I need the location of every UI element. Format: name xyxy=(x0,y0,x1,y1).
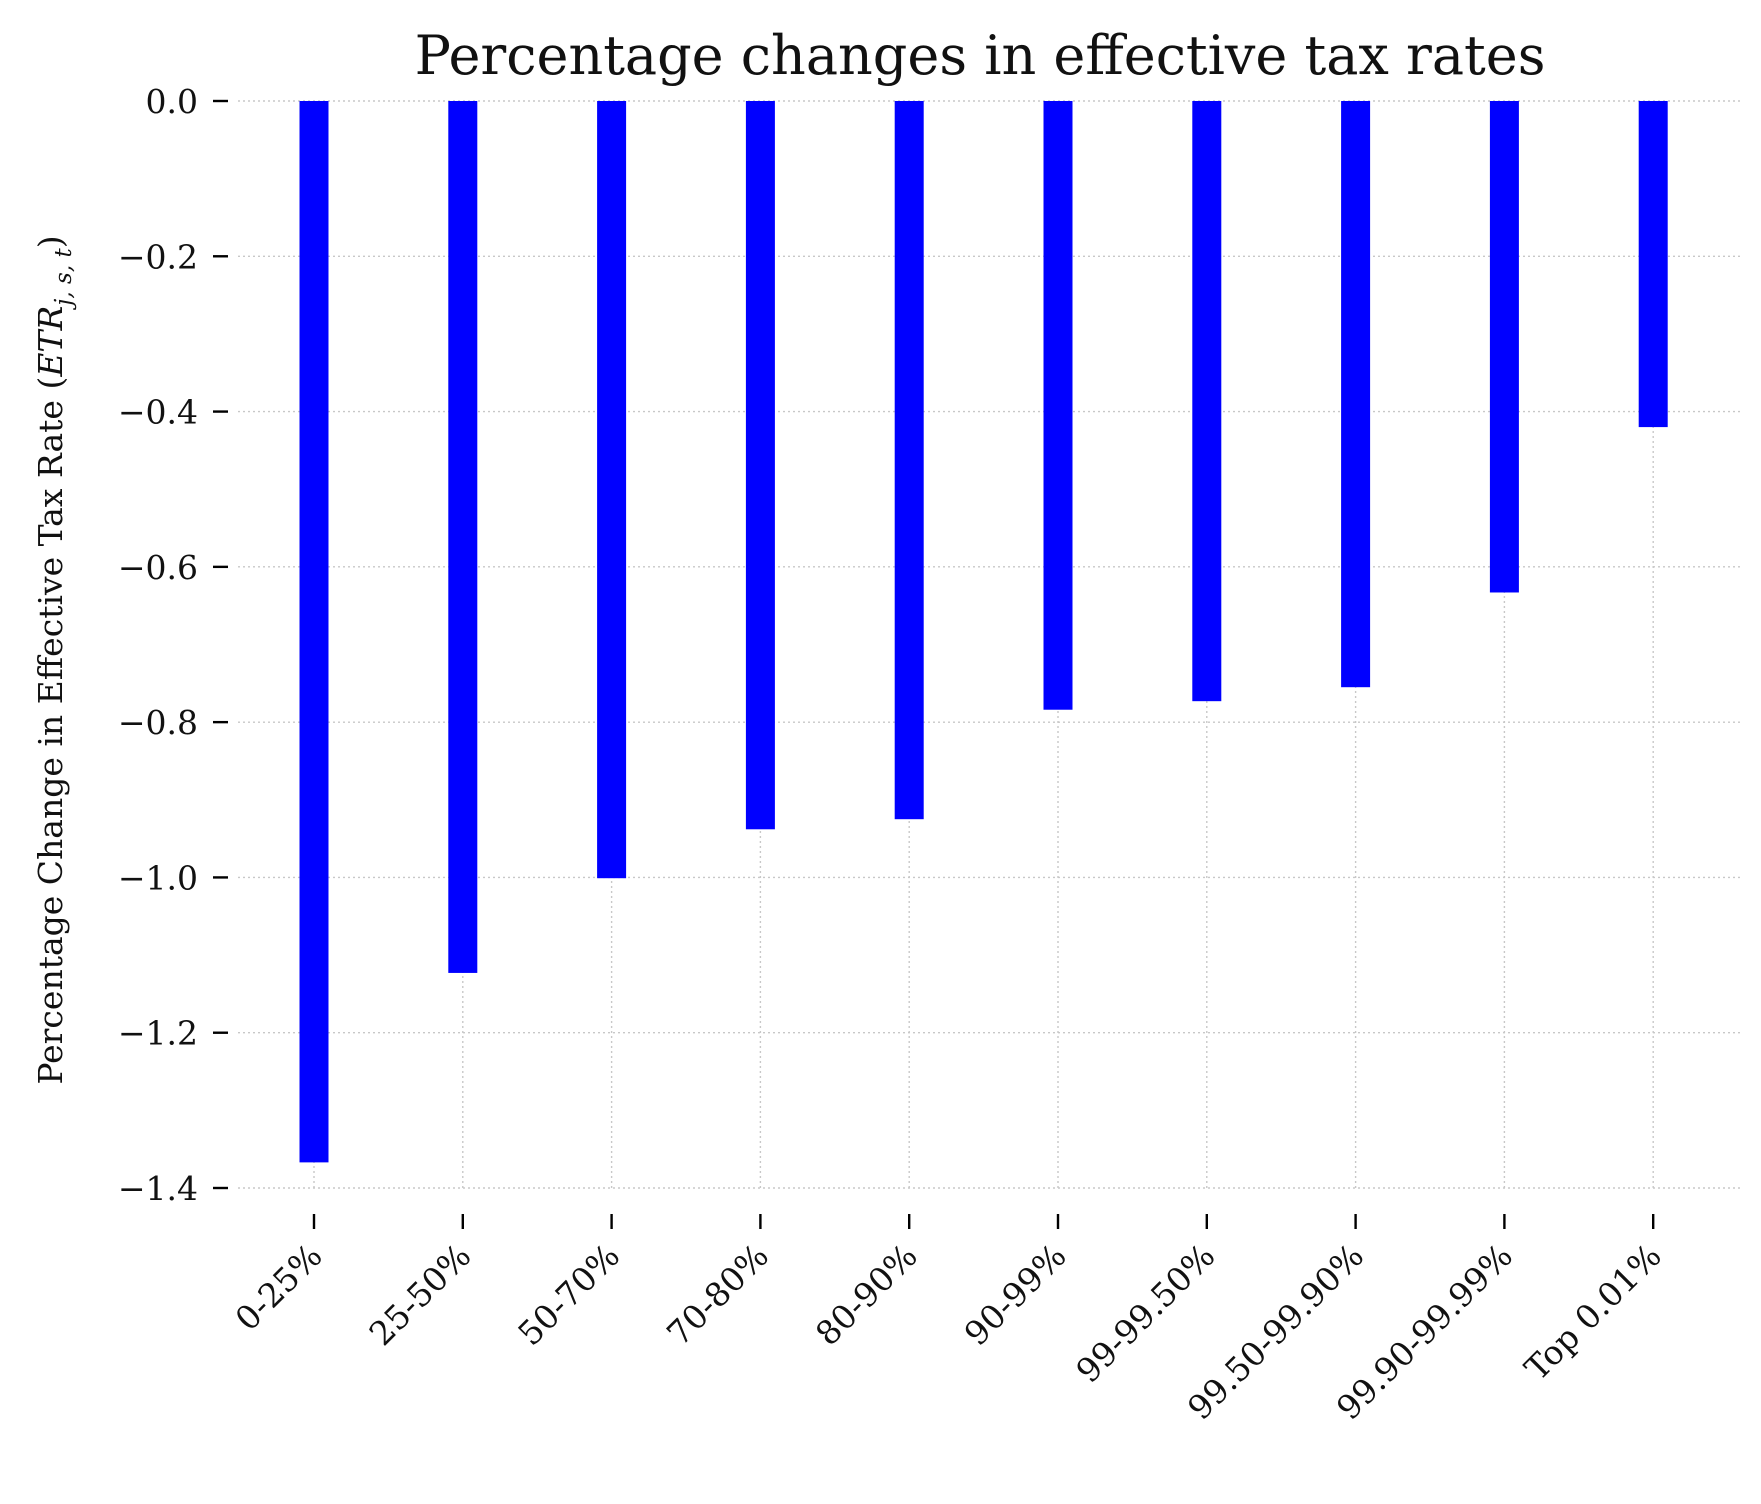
y-tick-label: −0.8 xyxy=(118,703,198,742)
bar xyxy=(448,101,478,973)
bar xyxy=(745,101,775,830)
bar xyxy=(1489,101,1519,593)
x-tick-label: 70-80% xyxy=(659,1236,776,1353)
bars xyxy=(299,101,1668,1163)
bar xyxy=(1192,101,1222,702)
y-tick-label: −1.2 xyxy=(118,1014,198,1053)
y-tick-label: 0.0 xyxy=(146,82,198,121)
y-axis: 0.0 −0.2 −0.4 −0.6 −0.8 −1.0 −1.2 −1.4 xyxy=(118,82,228,1208)
x-tick-label: Top 0.01% xyxy=(1517,1236,1669,1388)
chart-title: Percentage changes in effective tax rate… xyxy=(415,24,1546,87)
bar xyxy=(1638,101,1668,428)
x-axis: 0-25% 25-50% 50-70% 70-80% 80-90% 90-99%99-99… xyxy=(227,1214,1669,1427)
y-axis-label: Percentage Change in Effective Tax Rate … xyxy=(31,235,77,1084)
bar xyxy=(894,101,924,820)
y-tick-label: −1.4 xyxy=(118,1169,198,1208)
x-tick-label: 99-99.50% xyxy=(1068,1236,1222,1390)
y-tick-label: −0.2 xyxy=(118,237,198,276)
y-axis-label-subscript: j, s, t xyxy=(51,248,77,311)
bar xyxy=(597,101,627,879)
x-tick-label: 50-70% xyxy=(510,1236,627,1353)
y-tick-label: −0.4 xyxy=(118,393,198,432)
x-tick-label: 80-90% xyxy=(808,1236,925,1353)
y-axis-label-symbol: ETR xyxy=(31,306,70,378)
y-tick-label: −1.0 xyxy=(118,858,198,897)
x-tick-label: 0-25% xyxy=(227,1236,329,1338)
bar xyxy=(299,101,329,1163)
bar xyxy=(1043,101,1073,710)
x-tick-label: 90-99% xyxy=(957,1236,1074,1353)
x-tick-label: 25-50% xyxy=(361,1236,478,1353)
y-tick-label: −0.6 xyxy=(118,548,198,587)
bar xyxy=(1341,101,1371,688)
y-axis-label-text: Percentage Change in Effective Tax Rate xyxy=(31,400,70,1085)
